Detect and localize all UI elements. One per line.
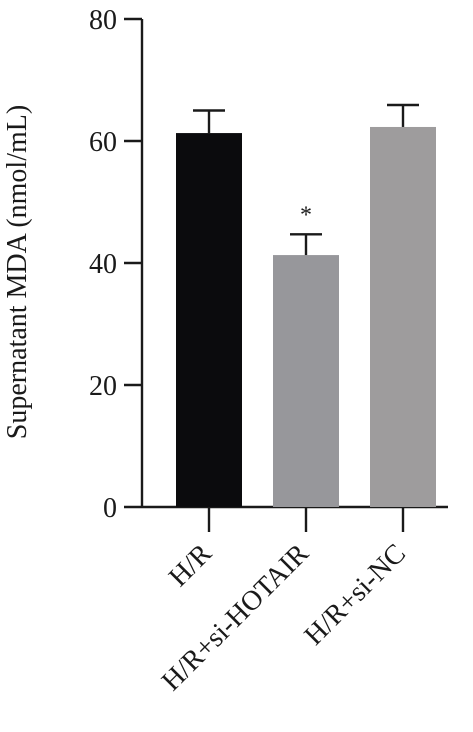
y-tick-label: 80 xyxy=(89,5,117,36)
bar xyxy=(370,126,436,507)
x-tick-label: H/R xyxy=(163,538,218,593)
y-tick-label: 20 xyxy=(89,371,117,402)
y-tick-label: 0 xyxy=(103,493,117,524)
bar xyxy=(176,133,242,507)
bars: * xyxy=(176,103,436,507)
significance-mark: * xyxy=(300,202,312,228)
y-axis-title: Supernatant MDA (nmol/mL) xyxy=(2,105,33,439)
y-ticks: 0 20 40 60 80 xyxy=(89,5,142,524)
y-tick-label: 40 xyxy=(89,249,117,280)
y-tick-label: 60 xyxy=(89,127,117,158)
y-axis: 0 20 40 60 80 xyxy=(89,5,144,524)
x-tick-label: H/R+si-NC xyxy=(299,538,412,651)
bar xyxy=(273,255,339,507)
